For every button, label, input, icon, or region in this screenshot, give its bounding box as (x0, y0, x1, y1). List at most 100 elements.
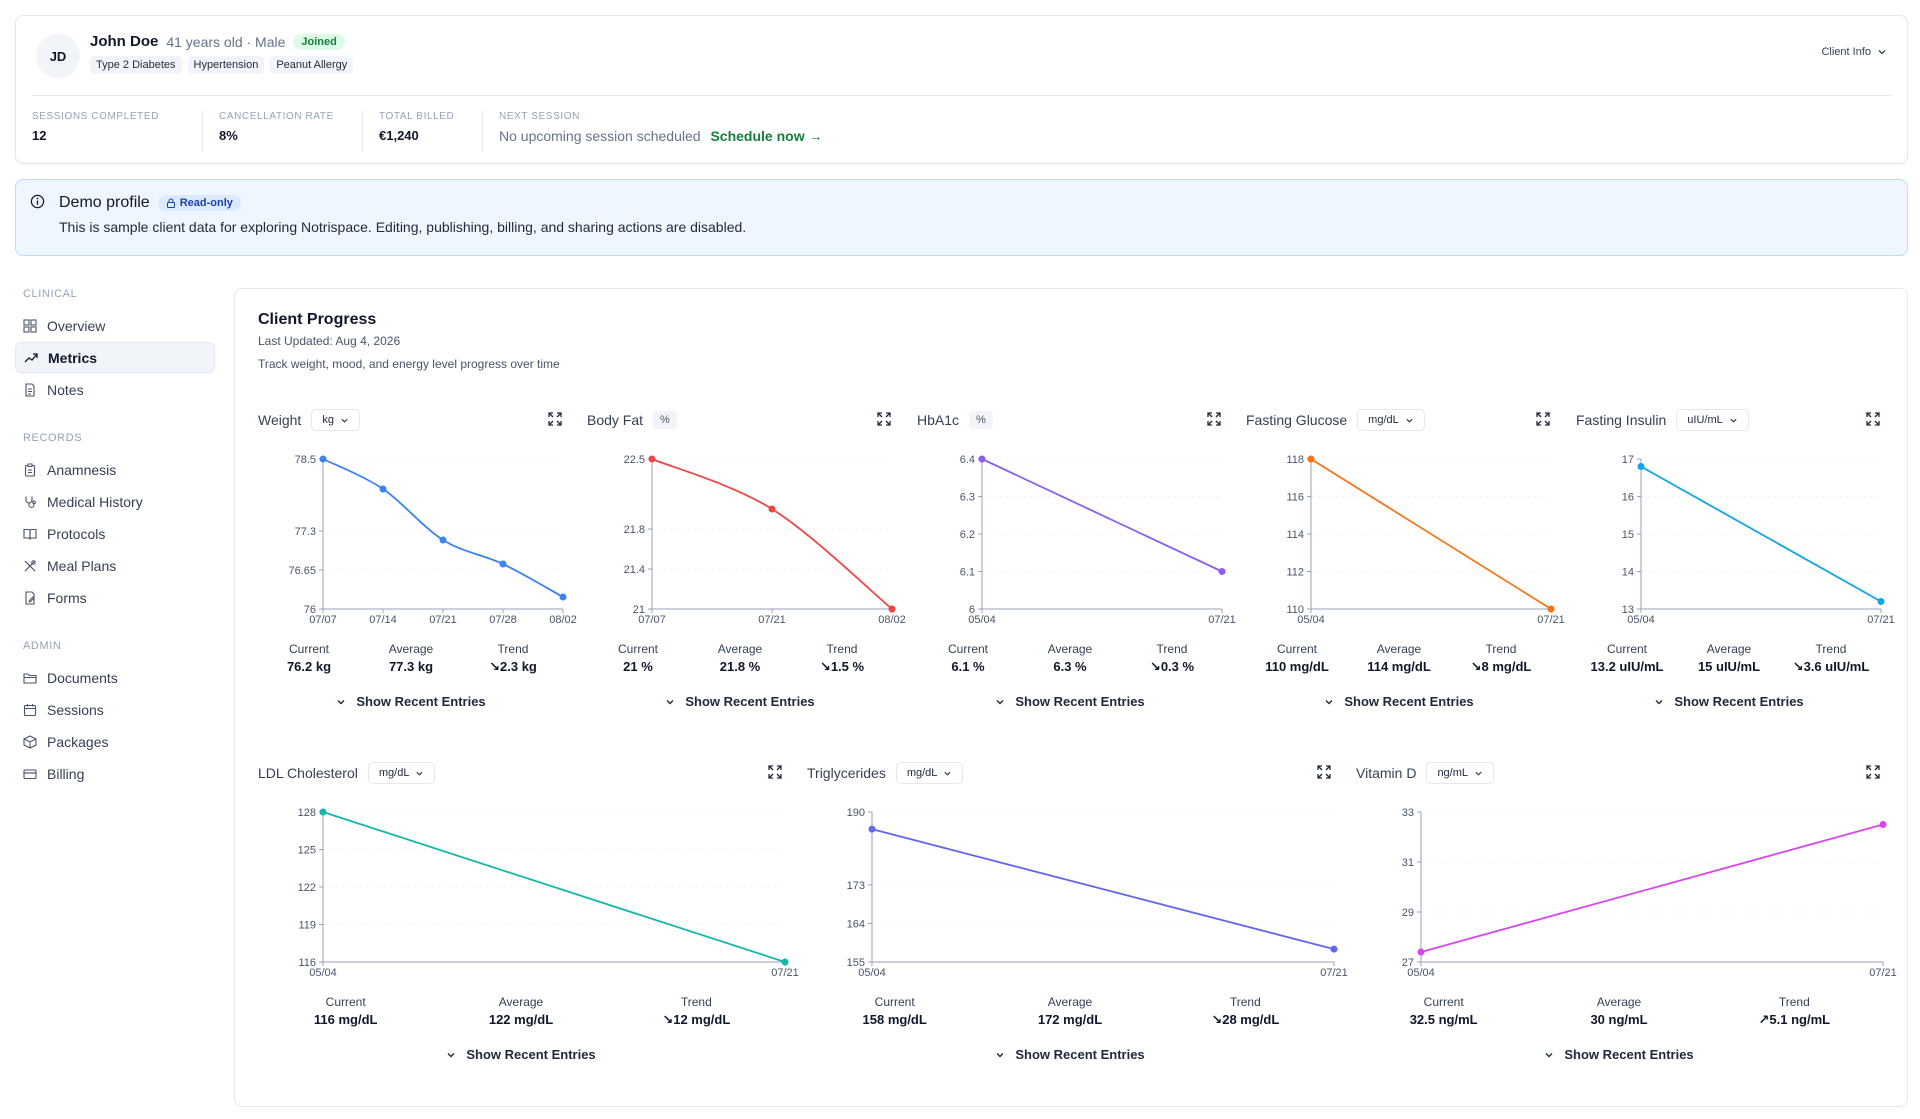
data-point[interactable] (1218, 568, 1226, 575)
show-recent-entries-button[interactable]: Show Recent Entries (807, 1047, 1333, 1062)
metric-stat-average: Average 114 mg/dL (1348, 642, 1450, 675)
metric-header: Fasting Glucose mg/dL (1246, 407, 1552, 433)
metric-header: Fasting Insulin uIU/mL (1576, 407, 1882, 433)
unit-select[interactable]: mg/dL (367, 762, 436, 784)
data-point[interactable] (499, 560, 507, 568)
show-recent-entries-button[interactable]: Show Recent Entries (917, 694, 1223, 709)
sidebar-item-meal-plans[interactable]: Meal Plans (15, 550, 215, 581)
avatar: JD (36, 34, 80, 78)
data-point[interactable] (978, 455, 986, 463)
x-tick-label: 05/04 (968, 614, 996, 626)
data-point[interactable] (1307, 455, 1315, 463)
metric-header: Triglycerides mg/dL (807, 760, 1333, 786)
sidebar-item-label: Sessions (47, 701, 104, 718)
sidebar-item-notes[interactable]: Notes (15, 374, 215, 405)
metric-stat-value: 13.2 uIU/mL (1590, 659, 1664, 674)
sidebar-item-billing[interactable]: Billing (15, 758, 215, 789)
sidebar-item-metrics[interactable]: Metrics (15, 342, 215, 373)
show-recent-entries-button[interactable]: Show Recent Entries (1246, 694, 1552, 709)
expand-icon[interactable] (1866, 765, 1880, 779)
stat-sessions-completed: Sessions Completed 12 (32, 111, 202, 151)
show-recent-entries-button[interactable]: Show Recent Entries (1576, 694, 1882, 709)
expand-icon[interactable] (1207, 412, 1221, 426)
expand-icon[interactable] (1317, 765, 1331, 779)
sidebar-item-label: Meal Plans (47, 557, 117, 574)
unit-select-value: ng/mL (1437, 767, 1469, 779)
metric-stat-trend: Trend ↘28 mg/dL (1158, 995, 1333, 1028)
sidebar-item-anamnesis[interactable]: Anamnesis (15, 454, 215, 485)
expand-icon[interactable] (877, 412, 891, 426)
show-recent-entries-button[interactable]: Show Recent Entries (258, 694, 564, 709)
data-point[interactable] (1637, 463, 1645, 470)
unit-select[interactable]: mg/dL (1357, 409, 1425, 431)
data-point[interactable] (781, 958, 789, 966)
sidebar-item-sessions[interactable]: Sessions (15, 694, 215, 725)
x-tick-label: 07/21 (1320, 967, 1348, 979)
expand-icon[interactable] (1536, 412, 1550, 426)
metric-stat-current: Current 158 mg/dL (807, 995, 982, 1028)
metric-card-ldl-cholesterol: LDL Cholesterol mg/dL 128 125 122 119 116 05/04… (258, 760, 799, 1090)
data-point[interactable] (1330, 945, 1338, 953)
show-recent-entries-button[interactable]: Show Recent Entries (258, 1047, 784, 1062)
data-point[interactable] (1417, 948, 1425, 956)
metric-stat-label: Current (874, 995, 915, 1009)
metric-stat-label: Average (388, 642, 434, 656)
unit-select[interactable]: mg/dL (895, 762, 964, 784)
data-point[interactable] (559, 593, 567, 601)
y-tick-label: 6.1 (960, 567, 975, 579)
metric-card-body-fat: Body Fat% 22.5 21.8 21.4 21 07/07 07/21 08/02 Cu… (587, 407, 906, 737)
book-icon (23, 528, 37, 540)
sidebar-item-label: Medical History (47, 493, 143, 510)
y-tick-label: 21 (633, 604, 645, 616)
show-recent-entries-button[interactable]: Show Recent Entries (1356, 1047, 1882, 1062)
chart-axis (1420, 812, 1883, 963)
y-tick-label: 13 (1622, 604, 1634, 616)
schedule-now-link[interactable]: Schedule now → (710, 128, 823, 144)
metric-stat-value: 21.8 % (719, 659, 761, 674)
y-tick-label: 110 (1286, 604, 1304, 616)
data-point[interactable] (319, 808, 327, 816)
sidebar-item-forms[interactable]: Forms (15, 582, 215, 613)
metric-stat-label: Average (1047, 995, 1093, 1009)
read-only-label: Read-only (179, 197, 233, 209)
unit-select[interactable]: uIU/mL (1676, 409, 1749, 431)
sidebar-item-overview[interactable]: Overview (15, 310, 215, 341)
data-point[interactable] (319, 455, 327, 463)
data-point[interactable] (888, 605, 896, 613)
expand-icon[interactable] (548, 412, 562, 426)
expand-icon[interactable] (1866, 412, 1880, 426)
data-point[interactable] (439, 536, 447, 544)
data-point[interactable] (1879, 821, 1887, 828)
chevron-down-icon (341, 418, 348, 423)
show-recent-label: Show Recent Entries (1564, 1047, 1694, 1062)
sidebar-item-documents[interactable]: Documents (15, 662, 215, 693)
unit-label: % (969, 411, 993, 429)
sidebar-item-packages[interactable]: Packages (15, 726, 215, 757)
client-info-button[interactable]: Client Info (1821, 46, 1887, 58)
metric-stat-value: ↘2.3 kg (489, 659, 537, 674)
data-point[interactable] (768, 505, 776, 513)
show-recent-entries-button[interactable]: Show Recent Entries (587, 694, 893, 709)
x-tick-label: 07/21 (758, 614, 786, 626)
sidebar-item-medical-history[interactable]: Medical History (15, 486, 215, 517)
expand-icon[interactable] (768, 765, 782, 779)
unit-select[interactable]: kg (311, 409, 360, 431)
divider (32, 95, 1891, 96)
metric-stats: Current 110 mg/dL Average 114 mg/dL Trend ↘8 … (1246, 642, 1552, 675)
series-line (1640, 465, 1882, 603)
data-point[interactable] (1877, 598, 1885, 605)
client-info-label: Client Info (1821, 46, 1871, 58)
data-point[interactable] (648, 455, 656, 463)
data-point[interactable] (1547, 605, 1555, 613)
metric-stat-value: 32.5 ng/mL (1409, 1012, 1478, 1027)
data-point[interactable] (379, 485, 387, 493)
y-tick-label: 77.3 (295, 526, 316, 538)
chevron-down-icon (996, 699, 1004, 704)
sidebar-item-protocols[interactable]: Protocols (15, 518, 215, 549)
stethoscope-icon (25, 496, 36, 508)
metric-title: Fasting Glucose (1246, 412, 1348, 428)
data-point[interactable] (868, 825, 876, 833)
chart-axis (322, 459, 563, 610)
unit-select[interactable]: ng/mL (1426, 762, 1495, 784)
